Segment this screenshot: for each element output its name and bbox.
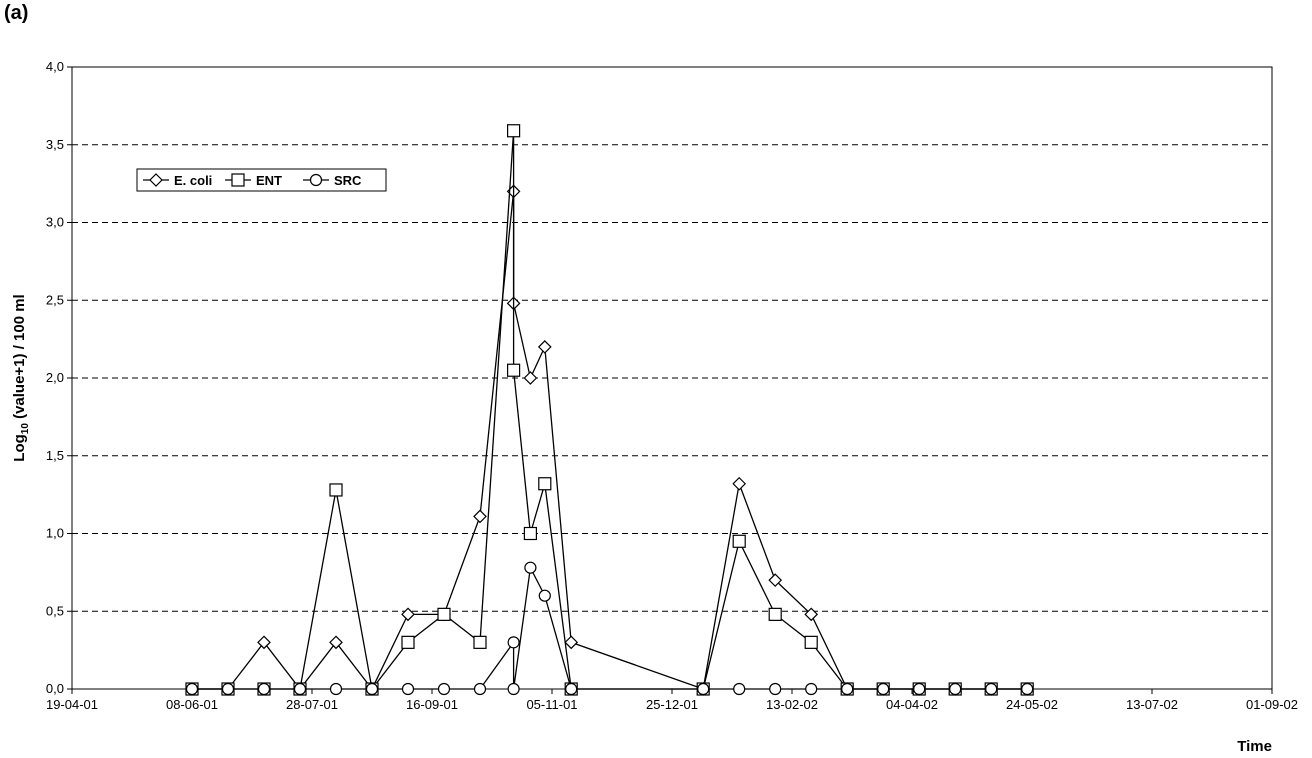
x-tick-label: 16-09-01 (406, 697, 458, 712)
y-axis-ticks: 0,0 0,5 1,0 1,5 2,0 2,5 3,0 3,5 4,0 (46, 59, 72, 696)
x-tick-label: 01-09-02 (1246, 697, 1298, 712)
data-point-ent (437, 607, 451, 621)
data-point-src (1021, 682, 1034, 696)
y-tick-label: 0,0 (46, 681, 64, 696)
series-group (185, 124, 1035, 696)
legend-marker-square (231, 173, 245, 187)
x-tick-label: 19-04-01 (46, 697, 98, 712)
series-line-src (192, 565, 1028, 690)
data-point-e-coli (473, 509, 487, 524)
data-point-src (913, 682, 926, 696)
x-tick-label: 13-07-02 (1126, 697, 1178, 712)
data-point-e-coli (329, 635, 343, 650)
data-point-ent (768, 607, 782, 621)
y-tick-label: 4,0 (46, 59, 64, 74)
data-point-e-coli (564, 635, 579, 650)
x-tick-label: 25-12-01 (646, 697, 698, 712)
data-point-e-coli (401, 607, 415, 622)
data-point-ent (507, 124, 521, 138)
data-point-src (769, 682, 782, 696)
legend-marker-circle (309, 173, 323, 187)
x-tick-label: 05-11-01 (526, 697, 577, 712)
legend-box (136, 168, 387, 192)
data-point-ent (473, 635, 487, 649)
legend-label: ENT (256, 173, 282, 188)
legend-item-ent: ENT (225, 173, 282, 188)
y-tick-label: 3,5 (46, 137, 64, 152)
y-tick-label: 2,0 (46, 370, 64, 385)
y-axis-title-rest: (value+1) / 100 ml (11, 294, 28, 423)
data-point-src (524, 561, 537, 574)
data-point-ent (523, 526, 538, 541)
y-tick-label: 1,5 (46, 448, 64, 463)
data-point-src (877, 682, 890, 696)
y-axis-title-main: Log (11, 434, 28, 462)
data-point-src (437, 682, 451, 696)
data-point-src (507, 636, 520, 649)
data-point-ent (401, 635, 415, 649)
data-point-ent (804, 635, 818, 649)
data-point-src (985, 682, 998, 696)
gridlines (72, 144, 1272, 612)
legend-item-src: SRC (303, 173, 362, 188)
data-point-src (733, 682, 746, 696)
x-tick-label: 13-02-02 (766, 697, 818, 712)
data-point-src (185, 682, 199, 696)
data-point-src (697, 682, 710, 696)
y-tick-label: 1,0 (46, 526, 64, 541)
data-point-e-coli (732, 476, 747, 491)
data-point-e-coli (768, 573, 783, 587)
legend: E. coli ENT SRC (136, 168, 387, 192)
series-src (185, 561, 1034, 696)
x-axis-title: Time (1237, 738, 1272, 755)
data-point-ent (329, 483, 343, 497)
data-point-src (473, 682, 487, 696)
x-tick-label: 28-07-01 (286, 697, 338, 712)
series-ent (185, 124, 1034, 696)
legend-marker-diamond (149, 173, 163, 187)
panel-label: (a) (4, 2, 29, 24)
data-point-src (221, 682, 235, 696)
y-tick-label: 0,5 (46, 603, 64, 618)
data-point-e-coli (804, 607, 819, 622)
y-axis-title: Log10 (value+1) / 100 ml (11, 294, 31, 461)
x-axis-ticks: 19-04-01 08-06-01 28-07-01 16-09-01 05-11-01… (46, 689, 1298, 712)
data-point-src (293, 682, 307, 696)
data-point-src (329, 682, 343, 696)
legend-label: E. coli (174, 173, 212, 188)
x-tick-label: 24-05-02 (1006, 697, 1058, 712)
data-point-src (949, 682, 962, 696)
data-point-e-coli (523, 371, 538, 385)
data-point-ent (538, 477, 552, 491)
data-point-src (257, 682, 271, 696)
data-point-src (401, 682, 415, 696)
data-point-src (565, 682, 578, 696)
y-tick-label: 2,5 (46, 292, 64, 307)
data-point-e-coli (537, 340, 552, 354)
data-point-src (365, 682, 379, 696)
data-point-ent (507, 363, 521, 377)
legend-label: SRC (334, 173, 362, 188)
y-tick-label: 3,0 (46, 215, 64, 230)
data-point-ent (732, 534, 746, 548)
series-line-e-coli (192, 191, 1028, 691)
data-point-e-coli (257, 635, 271, 650)
data-point-src (841, 682, 854, 696)
data-point-src (507, 682, 520, 696)
legend-item-e-coli: E. coli (143, 173, 212, 188)
data-point-src (538, 589, 551, 602)
data-point-src (805, 682, 818, 696)
x-tick-label: 04-04-02 (886, 697, 938, 712)
x-tick-label: 08-06-01 (166, 697, 218, 712)
series-line-ent (192, 130, 1028, 691)
y-axis-title-subscript: 10 (20, 423, 31, 435)
